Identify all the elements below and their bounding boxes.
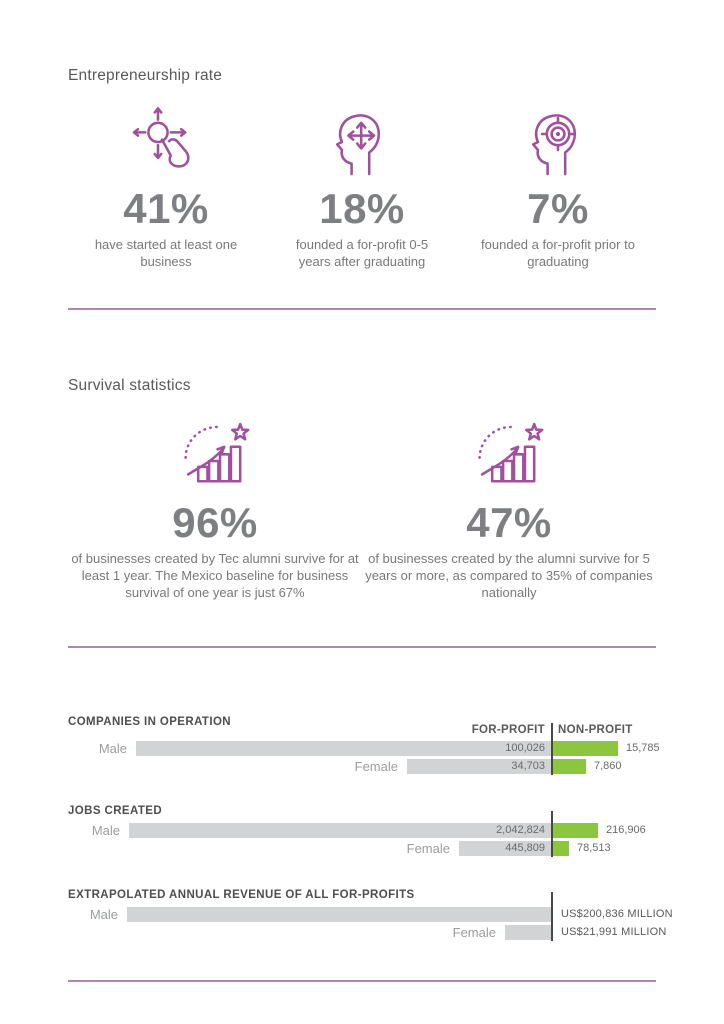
chart-extrapolated-revenue: EXTRAPOLATED ANNUAL REVENUE OF ALL FOR-P… bbox=[68, 889, 673, 941]
growth-star-icon bbox=[68, 412, 362, 500]
section-divider bbox=[68, 308, 656, 310]
category-label: Male bbox=[91, 823, 120, 838]
category-label: Female bbox=[354, 759, 398, 774]
stat-survive-1-year: 96% of businesses created by Tec alumni … bbox=[68, 412, 362, 601]
chart-bars-area: 2,042,824 Male 216,906 445,809 Female 78,513 bbox=[68, 811, 656, 857]
chart-header: JOBS CREATED bbox=[68, 805, 656, 823]
bar-non-profit-female bbox=[553, 759, 586, 774]
chart-title: EXTRAPOLATED ANNUAL REVENUE OF ALL FOR-P… bbox=[68, 889, 415, 901]
stat-value: 41% bbox=[123, 185, 209, 232]
section-title-entrepreneurship: Entrepreneurship rate bbox=[68, 67, 223, 84]
axis-divider-line bbox=[551, 723, 553, 775]
stat-caption: of businesses created by the alumni surv… bbox=[365, 551, 653, 600]
section-survival-statistics: Survival statistics bbox=[68, 376, 656, 601]
bar-for-profit-male bbox=[127, 907, 551, 922]
value-label: 7,860 bbox=[594, 760, 622, 772]
section-divider bbox=[68, 980, 656, 982]
stat-value: 7% bbox=[527, 185, 589, 232]
chart-jobs-created: JOBS CREATED 2,042,824 Male 216,906 445,809… bbox=[68, 805, 656, 857]
survival-stats-row: 96% of businesses created by Tec alumni … bbox=[68, 412, 656, 601]
category-label: Female bbox=[452, 925, 496, 940]
bar-non-profit-female bbox=[553, 841, 569, 856]
stat-started-business: 41% have started at least one business bbox=[68, 98, 264, 270]
section-divider bbox=[68, 646, 656, 648]
column-header-for-profit: FOR-PROFIT bbox=[471, 724, 545, 736]
bar-for-profit-female: 34,703 bbox=[407, 759, 551, 774]
tap-choice-icon bbox=[68, 98, 264, 186]
stat-survive-5-years: 47% of businesses created by the alumni … bbox=[362, 412, 656, 601]
value-label: US$200,836 MILLION bbox=[561, 908, 673, 920]
stat-value: 47% bbox=[466, 499, 552, 546]
bar-for-profit-female bbox=[505, 925, 551, 940]
axis-divider-line bbox=[551, 811, 553, 857]
chart-title: COMPANIES IN OPERATION bbox=[68, 716, 231, 728]
value-label: US$21,991 MILLION bbox=[561, 926, 667, 938]
stat-value: 18% bbox=[319, 185, 405, 232]
category-label: Male bbox=[89, 907, 118, 922]
chart-title: JOBS CREATED bbox=[68, 805, 163, 817]
chart-companies-in-operation: COMPANIES IN OPERATION FOR-PROFIT NON-PR… bbox=[68, 716, 660, 775]
stat-caption: of businesses created by Tec alumni surv… bbox=[71, 551, 359, 600]
value-label: 78,513 bbox=[577, 842, 611, 854]
value-label: 216,906 bbox=[606, 824, 646, 836]
chart-bars-area: 100,026 Male 15,785 34,703 Female 7,860 bbox=[68, 723, 660, 775]
stat-value: 96% bbox=[172, 499, 258, 546]
stat-forprofit-after-grad: 18% founded a for-profit 0-5 years after… bbox=[264, 98, 460, 270]
entrepreneurship-stats-row: 41% have started at least one business bbox=[68, 98, 656, 270]
column-header-non-profit: NON-PROFIT bbox=[558, 724, 633, 736]
section-title-survival: Survival statistics bbox=[68, 377, 191, 394]
stat-caption: founded a for-profit prior to graduating bbox=[481, 237, 635, 269]
head-target-icon bbox=[460, 98, 656, 186]
bar-for-profit-male: 2,042,824 bbox=[129, 823, 551, 838]
bar-non-profit-male bbox=[553, 741, 618, 756]
stat-forprofit-prior-grad: 7% founded a for-profit prior to graduat… bbox=[460, 98, 656, 270]
section-entrepreneurship-rate: Entrepreneurship rate 4 bbox=[68, 0, 656, 270]
head-arrows-icon bbox=[264, 98, 460, 186]
bar-for-profit-male: 100,026 bbox=[136, 741, 551, 756]
chart-header: COMPANIES IN OPERATION FOR-PROFIT NON-PR… bbox=[68, 716, 656, 741]
value-label: 15,785 bbox=[626, 742, 660, 754]
bar-for-profit-female: 445,809 bbox=[459, 841, 551, 856]
growth-star-icon bbox=[362, 412, 656, 500]
chart-header: EXTRAPOLATED ANNUAL REVENUE OF ALL FOR-P… bbox=[68, 889, 656, 907]
stat-caption: have started at least one business bbox=[94, 237, 238, 269]
stat-caption: founded a for-profit 0-5 years after gra… bbox=[295, 237, 429, 269]
category-label: Male bbox=[98, 741, 127, 756]
category-label: Female bbox=[406, 841, 450, 856]
axis-divider-line bbox=[551, 892, 553, 941]
chart-bars-area: Male US$200,836 MILLION Female US$21,991 MI… bbox=[68, 892, 673, 941]
bar-non-profit-male bbox=[553, 823, 598, 838]
